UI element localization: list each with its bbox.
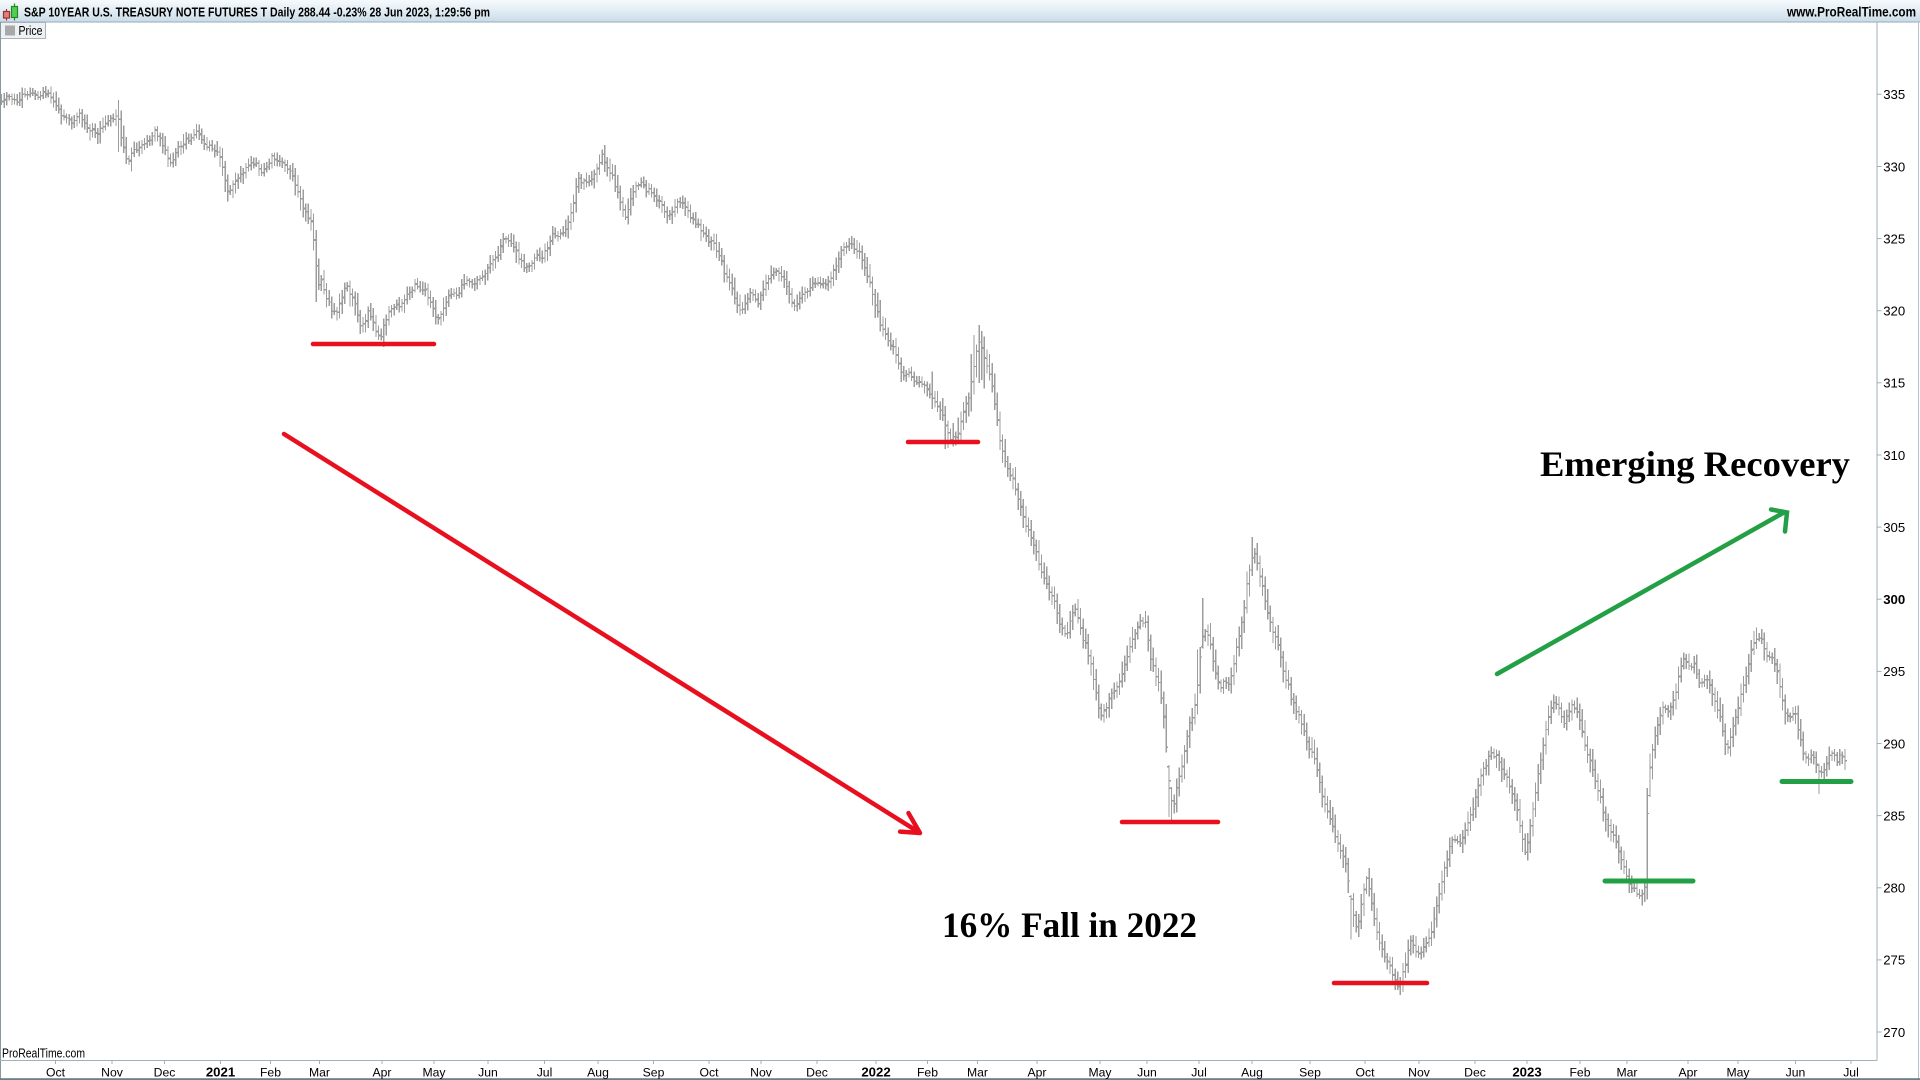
svg-text:Apr: Apr: [373, 1065, 392, 1079]
svg-text:Aug: Aug: [587, 1065, 609, 1079]
svg-text:16% Fall in 2022: 16% Fall in 2022: [942, 905, 1197, 945]
svg-text:285: 285: [1883, 808, 1905, 823]
svg-text:May: May: [1088, 1065, 1112, 1079]
svg-text:Price: Price: [19, 24, 43, 38]
svg-text:290: 290: [1883, 736, 1905, 751]
svg-text:May: May: [1726, 1065, 1750, 1079]
svg-text:275: 275: [1883, 953, 1905, 968]
svg-text:Sep: Sep: [1299, 1065, 1321, 1079]
svg-text:Nov: Nov: [750, 1065, 773, 1079]
svg-text:Jun: Jun: [1786, 1065, 1806, 1079]
svg-text:295: 295: [1883, 664, 1905, 679]
svg-text:Dec: Dec: [1464, 1065, 1486, 1079]
svg-text:2022: 2022: [861, 1064, 890, 1079]
svg-text:Jul: Jul: [1843, 1065, 1859, 1079]
svg-text:Feb: Feb: [260, 1065, 281, 1079]
svg-text:Jul: Jul: [1191, 1065, 1207, 1079]
svg-text:335: 335: [1883, 87, 1905, 102]
svg-text:Jun: Jun: [1137, 1065, 1157, 1079]
svg-text:www.ProRealTime.com: www.ProRealTime.com: [1786, 5, 1916, 20]
svg-text:Oct: Oct: [1356, 1065, 1376, 1079]
svg-text:Emerging Recovery: Emerging Recovery: [1540, 444, 1850, 484]
svg-text:Feb: Feb: [917, 1065, 938, 1079]
svg-text:Mar: Mar: [1617, 1065, 1638, 1079]
svg-text:Sep: Sep: [643, 1065, 665, 1079]
svg-text:320: 320: [1883, 304, 1905, 319]
svg-text:Dec: Dec: [154, 1065, 176, 1079]
svg-text:Apr: Apr: [1679, 1065, 1698, 1079]
svg-text:Nov: Nov: [1408, 1065, 1431, 1079]
svg-text:2021: 2021: [206, 1064, 235, 1079]
svg-text:Aug: Aug: [1241, 1065, 1263, 1079]
svg-text:310: 310: [1883, 448, 1905, 463]
svg-text:280: 280: [1883, 881, 1905, 896]
svg-text:270: 270: [1883, 1025, 1905, 1040]
svg-text:325: 325: [1883, 231, 1905, 246]
svg-text:Oct: Oct: [700, 1065, 720, 1079]
svg-text:Mar: Mar: [309, 1065, 330, 1079]
svg-text:Apr: Apr: [1028, 1065, 1047, 1079]
svg-text:S&P 10YEAR U.S. TREASURY NOTE: S&P 10YEAR U.S. TREASURY NOTE FUTURES T …: [24, 5, 490, 20]
svg-text:305: 305: [1883, 520, 1905, 535]
svg-text:Oct: Oct: [46, 1065, 66, 1079]
svg-text:ProRealTime.com: ProRealTime.com: [2, 1047, 85, 1061]
svg-text:2023: 2023: [1512, 1064, 1541, 1079]
svg-text:330: 330: [1883, 159, 1905, 174]
svg-text:Jul: Jul: [537, 1065, 553, 1079]
svg-text:315: 315: [1883, 376, 1905, 391]
svg-text:Mar: Mar: [967, 1065, 988, 1079]
svg-text:May: May: [422, 1065, 446, 1079]
svg-text:Jun: Jun: [478, 1065, 498, 1079]
svg-text:300: 300: [1883, 592, 1905, 607]
svg-text:Nov: Nov: [101, 1065, 124, 1079]
svg-text:Dec: Dec: [806, 1065, 828, 1079]
svg-text:Feb: Feb: [1569, 1065, 1590, 1079]
